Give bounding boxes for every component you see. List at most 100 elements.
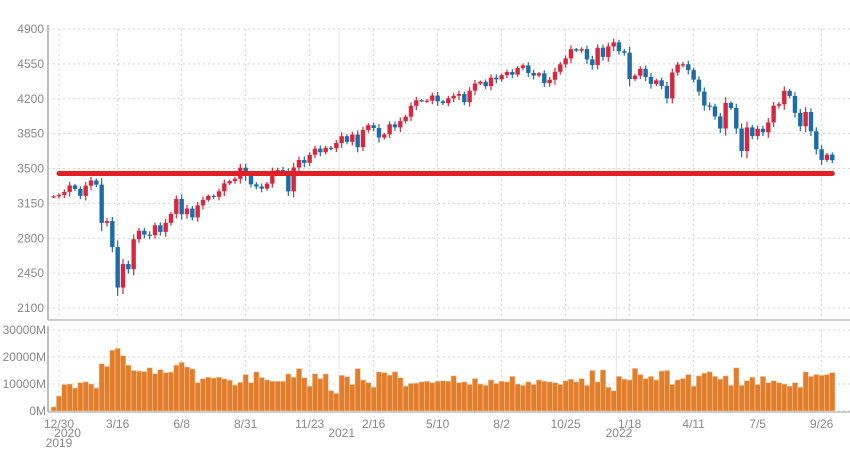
candle-down — [110, 221, 115, 248]
candle-up — [350, 134, 355, 142]
candle-up — [88, 180, 94, 186]
candle-down — [211, 195, 216, 198]
candle-down — [286, 171, 291, 192]
candle-up — [104, 221, 110, 223]
volume-bar — [701, 372, 708, 412]
volume-bar — [680, 378, 686, 412]
candle-up — [136, 230, 142, 240]
volume-bar — [706, 371, 713, 412]
candle-up — [515, 67, 520, 75]
volume-bar — [802, 371, 809, 412]
volume-bar — [749, 376, 756, 412]
volume-bar — [808, 376, 814, 412]
volume-bar — [429, 382, 436, 412]
candle-up — [670, 72, 675, 99]
candle-down — [616, 42, 622, 52]
price-tick-label: 4200 — [17, 92, 44, 106]
volume-bar — [424, 380, 430, 412]
volume-bar — [392, 371, 398, 412]
candle-up — [51, 196, 56, 198]
volume-axis: 0M 10000M 20000M 30000M — [3, 323, 850, 418]
date-tick-label: 1/18 — [618, 417, 642, 431]
volume-bar — [610, 390, 617, 412]
candle-down — [344, 136, 350, 142]
volume-bar — [82, 381, 89, 412]
candle-up — [755, 128, 760, 137]
volume-bar — [605, 386, 612, 412]
volume-bar — [381, 372, 388, 412]
candle-up — [632, 75, 638, 80]
year-label: 2020 — [54, 426, 81, 440]
candle-up — [403, 116, 408, 122]
volume-bar — [440, 380, 446, 412]
candle-up — [216, 191, 222, 197]
year-label: 2021 — [328, 426, 355, 440]
volume-bar — [178, 362, 185, 412]
volume-bar — [72, 387, 78, 412]
candle-up — [168, 213, 174, 223]
candle-down — [814, 131, 819, 150]
volume-bar — [616, 376, 622, 412]
volume-bar — [664, 370, 670, 412]
volume-bar — [525, 381, 532, 412]
volume-bar — [216, 376, 222, 412]
volume-bar — [77, 382, 84, 412]
candle-up — [398, 121, 403, 128]
volume-bar — [418, 381, 425, 412]
volume-bar — [813, 374, 820, 412]
candle-down — [483, 81, 488, 87]
candle-down — [419, 100, 424, 102]
volume-tick-label: 0M — [29, 404, 46, 418]
candle-down — [819, 149, 824, 160]
price-tick-label: 3500 — [17, 162, 44, 176]
candle-down — [78, 188, 83, 196]
volume-bar — [754, 384, 761, 412]
candle-up — [776, 104, 782, 106]
candle-up — [563, 58, 568, 65]
candle-up — [323, 147, 328, 153]
candle-down — [142, 230, 147, 235]
candle-down — [371, 125, 376, 129]
volume-bar — [482, 385, 489, 412]
volume-bar — [413, 382, 420, 412]
volume-bar — [658, 370, 665, 412]
volume-bar — [504, 381, 510, 412]
volume-bar — [344, 376, 350, 412]
volume-bar — [781, 383, 788, 412]
candle-down — [115, 247, 120, 288]
candle-down — [760, 128, 766, 133]
volume-bar — [541, 380, 548, 412]
volume-bar — [792, 382, 798, 412]
candle-down — [664, 85, 670, 99]
volume-bar — [632, 368, 638, 412]
candle-up — [430, 95, 435, 101]
volume-bar — [290, 376, 297, 412]
volume-bar — [114, 348, 121, 412]
volume-bar — [589, 370, 596, 412]
candle-down — [248, 175, 254, 185]
volume-bar — [520, 385, 526, 412]
candle-up — [472, 83, 478, 91]
candle-up — [499, 75, 504, 80]
candle-up — [232, 178, 238, 182]
volume-bar — [152, 373, 158, 412]
volume-bar — [194, 382, 201, 412]
volume-bar — [146, 367, 153, 412]
volume-bar — [365, 382, 372, 412]
volume-bar — [728, 385, 734, 412]
candles — [51, 38, 835, 296]
candle-down — [792, 95, 798, 113]
volume-bar — [328, 390, 334, 412]
date-tick-label: 11/23 — [295, 417, 324, 431]
candle-up — [184, 208, 190, 215]
volume-bar — [498, 380, 505, 412]
volume-bar — [93, 387, 100, 412]
price-tick-label: 3850 — [17, 127, 44, 141]
candle-up — [360, 130, 366, 148]
candle-up — [611, 42, 616, 47]
price-tick-label: 3150 — [17, 196, 44, 210]
volume-bar — [376, 371, 382, 412]
candle-up — [680, 64, 686, 66]
candle-up — [270, 170, 275, 184]
volume-bar — [56, 395, 63, 412]
